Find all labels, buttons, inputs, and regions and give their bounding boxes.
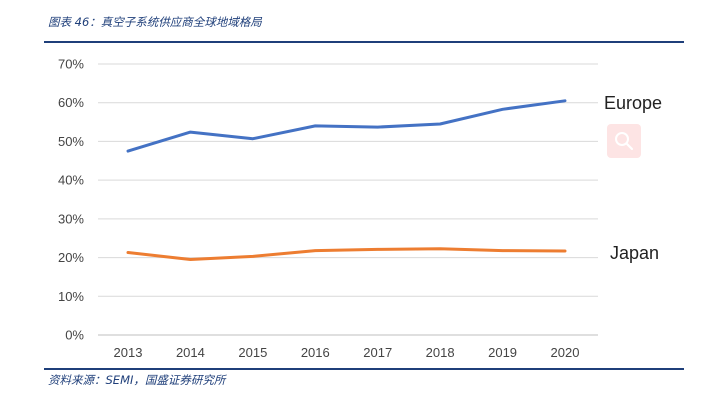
series-labels: Europe Japan — [604, 93, 662, 263]
figure-source: 资料来源：SEMI，国盛证券研究所 — [48, 373, 226, 387]
series-label-europe: Europe — [604, 93, 662, 113]
series-label-japan: Japan — [610, 243, 659, 263]
x-tick-label: 2018 — [426, 345, 455, 360]
y-tick-label: 0% — [65, 328, 84, 343]
x-axis-ticks: 2013 2014 2015 2016 2017 2018 2019 2020 — [114, 345, 580, 360]
y-axis-ticks: 0% 10% 20% 30% 40% 50% 60% 70% — [58, 57, 84, 343]
y-tick-label: 40% — [58, 173, 84, 188]
x-tick-label: 2020 — [551, 345, 580, 360]
figure-title: 图表 46：真空子系统供应商全球地域格局 — [48, 15, 262, 29]
series-group — [126, 99, 567, 261]
x-tick-label: 2014 — [176, 345, 205, 360]
zoom-button[interactable] — [607, 124, 641, 158]
magnifier-icon — [615, 132, 634, 151]
y-tick-label: 50% — [58, 134, 84, 149]
x-tick-label: 2013 — [114, 345, 143, 360]
series-line-europe — [126, 99, 567, 153]
y-tick-label: 70% — [58, 57, 84, 72]
y-tick-label: 60% — [58, 95, 84, 110]
top-rule — [44, 41, 684, 43]
grid-lines — [98, 63, 598, 336]
bottom-rule — [44, 368, 684, 370]
y-tick-label: 20% — [58, 250, 84, 265]
x-tick-label: 2019 — [488, 345, 517, 360]
x-tick-label: 2015 — [238, 345, 267, 360]
y-tick-label: 30% — [58, 211, 84, 226]
x-tick-label: 2017 — [363, 345, 392, 360]
x-tick-label: 2016 — [301, 345, 330, 360]
y-tick-label: 10% — [58, 289, 84, 304]
series-line-japan — [126, 247, 567, 261]
